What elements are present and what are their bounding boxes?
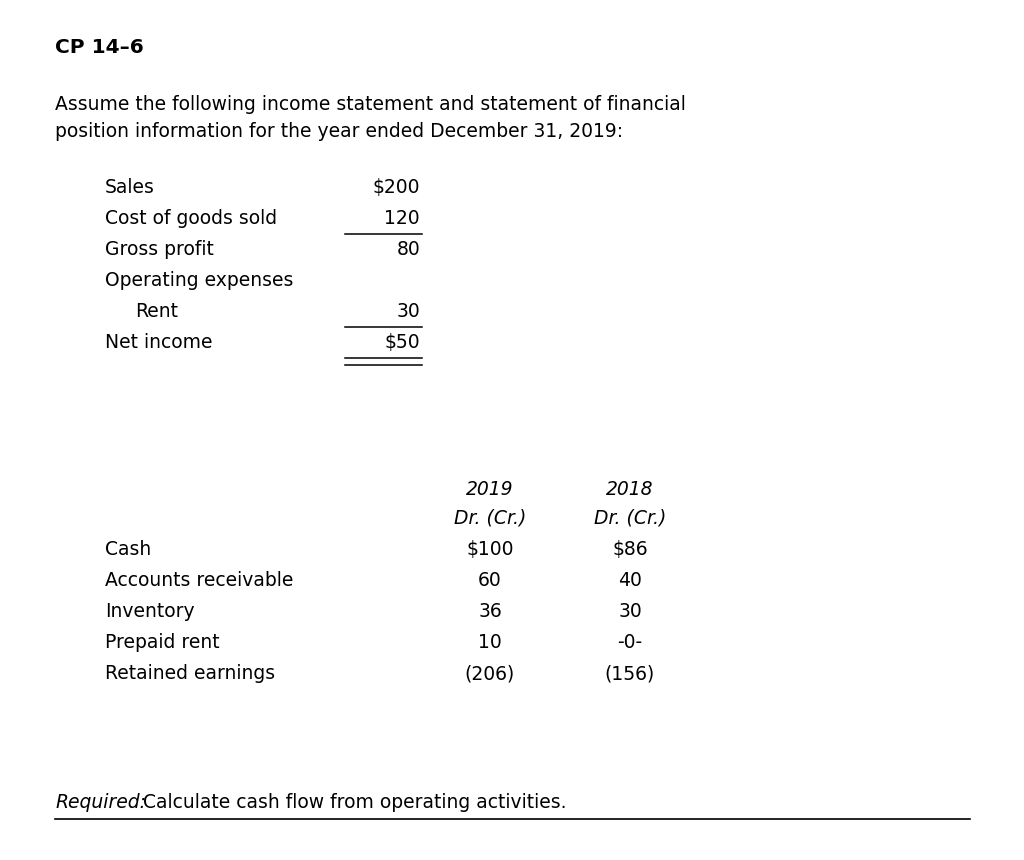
Text: 2019: 2019	[466, 480, 514, 499]
Text: $50: $50	[384, 333, 420, 352]
Text: Gross profit: Gross profit	[105, 240, 214, 259]
Text: Required:: Required:	[55, 793, 146, 812]
Text: Dr. (Cr.): Dr. (Cr.)	[454, 508, 526, 527]
Text: Rent: Rent	[135, 302, 178, 321]
Text: Sales: Sales	[105, 178, 155, 197]
Text: (206): (206)	[465, 664, 515, 683]
Text: 40: 40	[618, 571, 642, 590]
Text: Assume the following income statement and statement of financial: Assume the following income statement an…	[55, 95, 686, 114]
Text: 60: 60	[478, 571, 502, 590]
Text: Calculate cash flow from operating activities.: Calculate cash flow from operating activ…	[137, 793, 566, 812]
Text: 30: 30	[396, 302, 420, 321]
Text: Accounts receivable: Accounts receivable	[105, 571, 293, 590]
Text: position information for the year ended December 31, 2019:: position information for the year ended …	[55, 122, 624, 141]
Text: CP 14–6: CP 14–6	[55, 38, 143, 57]
Text: Prepaid rent: Prepaid rent	[105, 633, 219, 652]
Text: Dr. (Cr.): Dr. (Cr.)	[594, 508, 667, 527]
Text: $200: $200	[373, 178, 420, 197]
Text: 80: 80	[396, 240, 420, 259]
Text: Inventory: Inventory	[105, 602, 195, 621]
Text: Operating expenses: Operating expenses	[105, 271, 293, 290]
Text: $100: $100	[466, 540, 514, 559]
Text: 120: 120	[384, 209, 420, 228]
Text: 36: 36	[478, 602, 502, 621]
Text: 2018: 2018	[606, 480, 653, 499]
Text: Retained earnings: Retained earnings	[105, 664, 275, 683]
Text: $86: $86	[612, 540, 648, 559]
Text: -0-: -0-	[617, 633, 643, 652]
Text: 10: 10	[478, 633, 502, 652]
Text: Net income: Net income	[105, 333, 213, 352]
Text: (156): (156)	[605, 664, 655, 683]
Text: Cash: Cash	[105, 540, 152, 559]
Text: 30: 30	[618, 602, 642, 621]
Text: Cost of goods sold: Cost of goods sold	[105, 209, 278, 228]
